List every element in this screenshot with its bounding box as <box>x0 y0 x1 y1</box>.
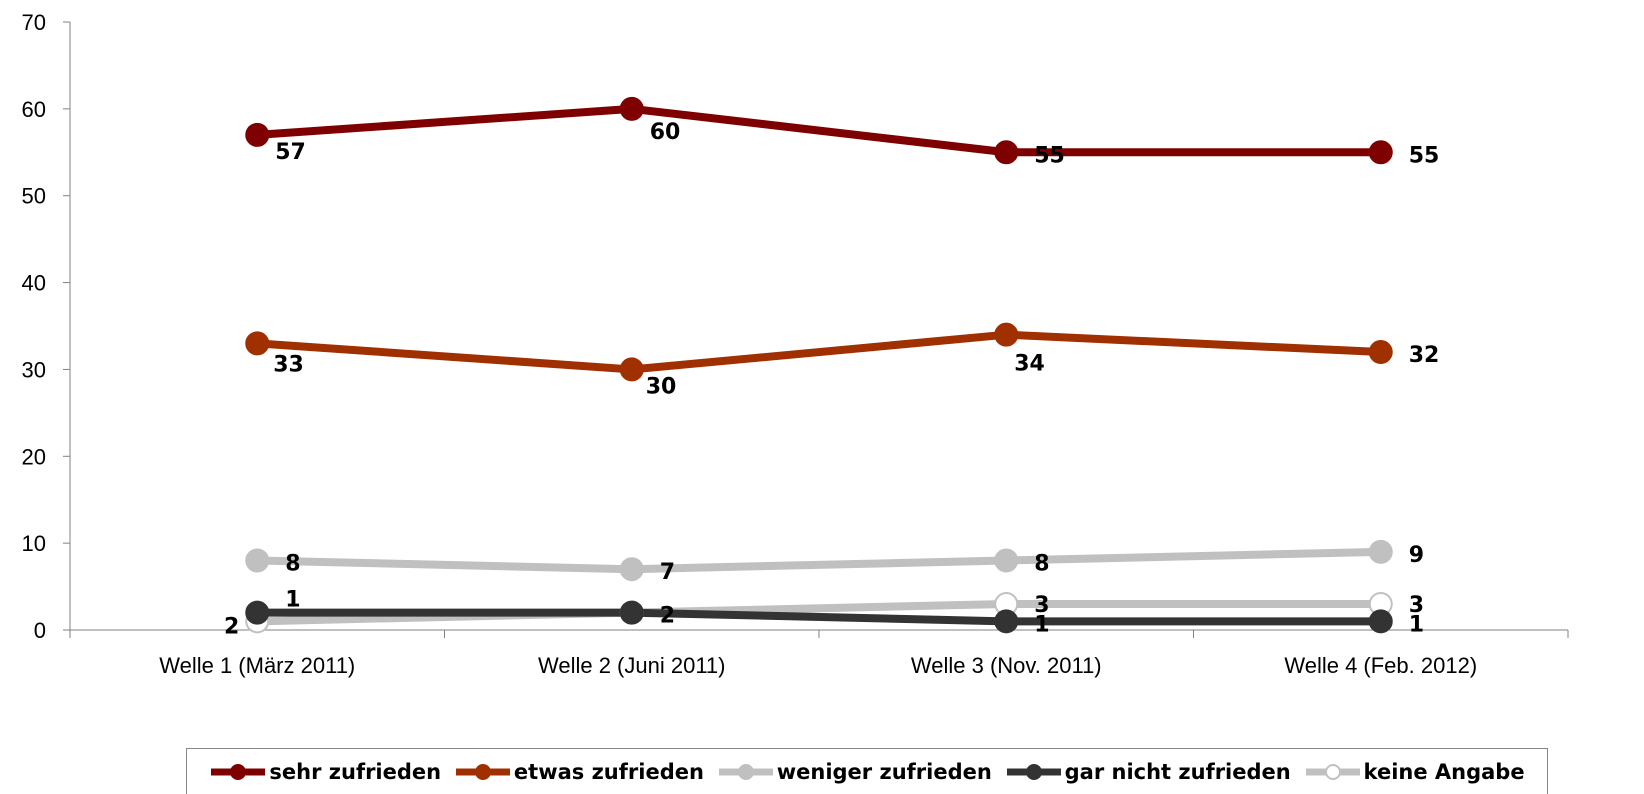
legend-swatch <box>211 763 266 780</box>
data-point <box>619 96 644 121</box>
series-line <box>256 330 1381 374</box>
data-label: 57 <box>275 140 306 165</box>
legend-swatch <box>1305 763 1360 780</box>
data-point <box>619 357 644 382</box>
data-point <box>1368 140 1393 165</box>
legend-item: etwas zufrieden <box>454 760 704 784</box>
data-point <box>245 331 270 356</box>
data-label: 3 <box>1034 593 1049 618</box>
legend-swatch-marker <box>1324 763 1341 780</box>
data-label: 8 <box>1034 552 1049 577</box>
legend-label: sehr zufrieden <box>269 759 442 784</box>
data-point <box>1368 539 1393 564</box>
series-line <box>257 608 1381 626</box>
legend-label: gar nicht zufrieden <box>1064 759 1291 784</box>
legend-label: keine Angabe <box>1363 759 1525 784</box>
x-tick-label: Welle 4 (Feb. 2012) <box>1284 653 1477 678</box>
legend-label: etwas zufrieden <box>513 759 704 784</box>
data-label: 7 <box>660 560 675 585</box>
data-point <box>1368 340 1393 365</box>
data-label: 3 <box>1409 593 1424 618</box>
legend-swatch <box>455 763 510 780</box>
y-tick-label: 10 <box>22 531 46 556</box>
data-point <box>1368 609 1393 634</box>
data-label: 55 <box>1034 143 1065 168</box>
legend-swatch-marker <box>474 763 491 780</box>
series-markers <box>245 96 1393 634</box>
legend-label: weniger zufrieden <box>776 759 992 784</box>
legend-swatch <box>1006 763 1061 780</box>
data-label: 9 <box>1409 543 1424 568</box>
y-tick-label: 70 <box>22 10 46 35</box>
data-point <box>994 322 1019 347</box>
data-label: 33 <box>273 352 304 377</box>
series-line <box>256 104 1381 157</box>
data-point <box>619 600 644 625</box>
series-line <box>257 599 1381 626</box>
data-point <box>994 140 1019 165</box>
legend-item: weniger zufrieden <box>717 760 992 784</box>
data-point <box>245 548 270 573</box>
legend-swatch-marker <box>230 763 247 780</box>
y-tick-label: 50 <box>22 184 46 209</box>
x-tick-label: Welle 1 (März 2011) <box>159 653 355 678</box>
legend-item: sehr zufrieden <box>209 760 441 784</box>
y-tick-label: 20 <box>22 444 46 469</box>
data-label: 55 <box>1409 143 1440 168</box>
legend-swatch <box>718 763 773 780</box>
data-label: 1 <box>1034 612 1049 637</box>
data-point <box>994 609 1019 634</box>
data-point <box>245 600 270 625</box>
data-label: 34 <box>1014 352 1045 377</box>
data-point <box>619 557 644 582</box>
legend-item: keine Angabe <box>1304 760 1525 784</box>
y-tick-label: 30 <box>22 357 46 382</box>
x-tick-label: Welle 2 (Juni 2011) <box>538 653 726 678</box>
series-line <box>257 547 1381 574</box>
data-point <box>994 548 1019 573</box>
series-lines <box>256 104 1381 626</box>
data-label: 1 <box>285 588 300 613</box>
legend-swatch-marker <box>737 763 754 780</box>
data-label: 1 <box>1409 612 1424 637</box>
axes: 0 10 20 30 40 50 60 70 Welle 1 (März 2011) Welle … <box>22 10 1569 678</box>
data-point <box>245 122 270 147</box>
data-label: 32 <box>1409 343 1440 368</box>
y-tick-label: 60 <box>22 97 46 122</box>
data-label: 30 <box>646 374 677 399</box>
legend: sehr zufrieden etwas zufrieden weniger zuf… <box>186 748 1548 794</box>
legend-swatch-marker <box>1025 763 1042 780</box>
y-tick-label: 40 <box>22 271 46 296</box>
line-chart: 0 10 20 30 40 50 60 70 Welle 1 (März 2011) Welle … <box>22 10 1569 678</box>
data-label: 2 <box>224 614 239 639</box>
data-label: 8 <box>285 552 300 577</box>
data-label: 60 <box>650 120 681 145</box>
y-tick-label: 0 <box>34 618 46 643</box>
x-tick-label: Welle 3 (Nov. 2011) <box>911 653 1102 678</box>
legend-item: gar nicht zufrieden <box>1005 760 1291 784</box>
data-label: 2 <box>660 604 675 629</box>
